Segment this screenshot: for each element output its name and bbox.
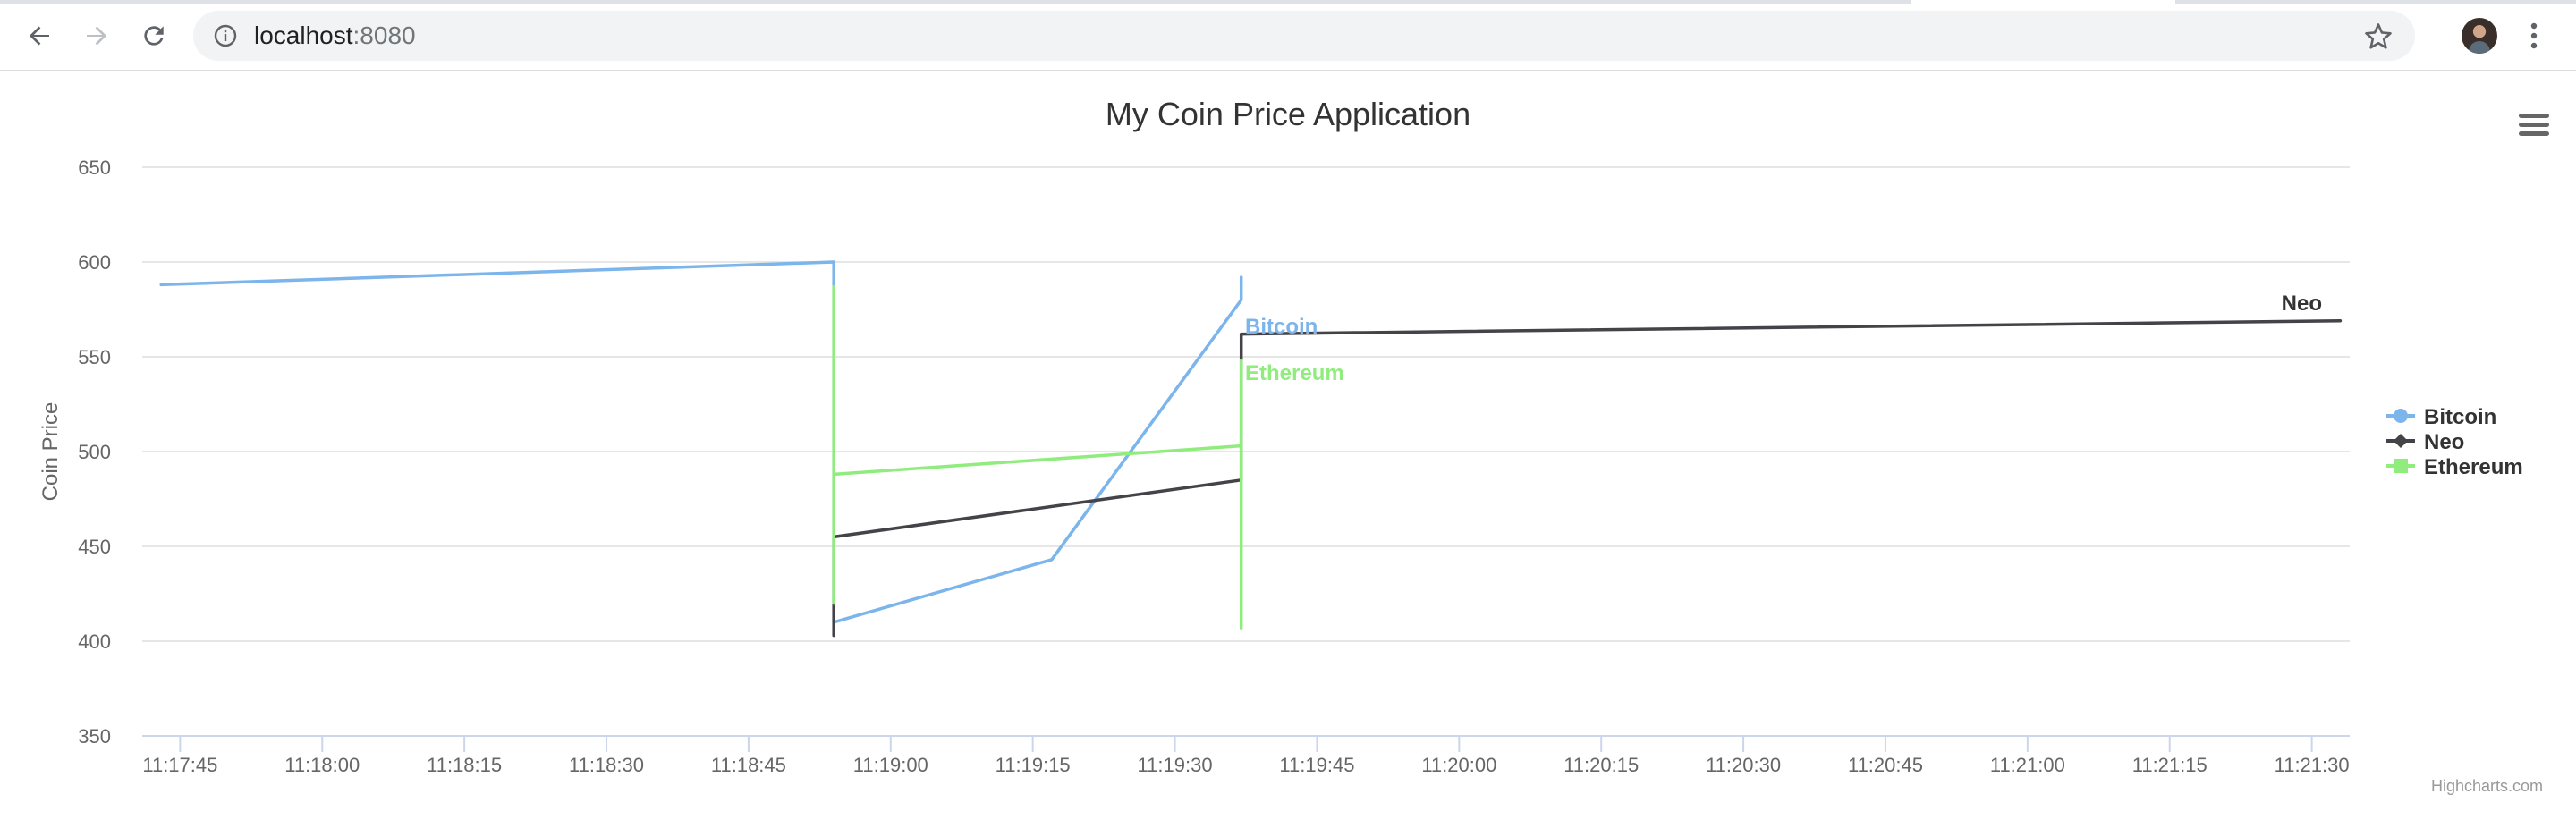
axes: 350 400 450 500 550 600 650 11:17:45 11:18:00 11:… xyxy=(78,156,2350,776)
back-arrow-icon[interactable] xyxy=(18,16,61,55)
star-icon[interactable] xyxy=(2363,21,2394,50)
x-tick-label: 11:19:00 xyxy=(853,754,928,776)
x-tick-label: 11:20:30 xyxy=(1706,754,1781,776)
square-marker-icon xyxy=(2394,459,2408,473)
gridlines xyxy=(142,166,2350,642)
profile-avatar[interactable] xyxy=(2462,18,2497,54)
legend-item-neo[interactable]: Neo xyxy=(2386,430,2464,454)
credits-link[interactable]: Highcharts.com xyxy=(2431,777,2543,795)
tab-strip xyxy=(0,0,2576,4)
y-tick-label: 500 xyxy=(78,441,111,463)
info-icon[interactable] xyxy=(213,23,238,48)
x-tick-label: 11:18:15 xyxy=(427,754,502,776)
address-bar[interactable]: localhost:8080 xyxy=(193,11,2415,61)
reload-icon[interactable] xyxy=(132,16,175,55)
x-tick-label: 11:18:00 xyxy=(284,754,360,776)
vertical-dots-icon[interactable] xyxy=(2521,20,2547,52)
legend-item-bitcoin[interactable]: Bitcoin xyxy=(2386,405,2496,429)
x-tick-label: 11:18:30 xyxy=(569,754,644,776)
series-line-ethereum[interactable] xyxy=(832,284,1243,630)
hamburger-menu-icon xyxy=(2519,114,2549,136)
chart-context-menu-button[interactable] xyxy=(2512,107,2555,143)
x-tick-label: 11:19:15 xyxy=(996,754,1071,776)
legend-label: Neo xyxy=(2424,430,2464,454)
x-tick-label: 11:20:00 xyxy=(1421,754,1496,776)
x-tick-label: 11:19:45 xyxy=(1279,754,1354,776)
y-axis-title: Coin Price xyxy=(38,402,63,502)
x-tick-label: 11:20:45 xyxy=(1848,754,1923,776)
y-tick-label: 550 xyxy=(78,346,111,368)
legend-label: Ethereum xyxy=(2424,455,2523,479)
x-tick-label: 11:21:00 xyxy=(1990,754,2065,776)
x-tick-label: 11:18:45 xyxy=(711,754,786,776)
circle-marker-icon xyxy=(2394,409,2408,423)
forward-arrow-icon[interactable] xyxy=(75,16,118,55)
chart-container: My Coin Price Application 350 400 450 500 55… xyxy=(0,72,2576,837)
series-end-label: Ethereum xyxy=(1245,361,1344,385)
series-line-neo[interactable] xyxy=(832,318,2343,638)
diamond-marker-icon xyxy=(2394,434,2408,448)
url-text[interactable]: localhost:8080 xyxy=(254,21,416,49)
x-tick-label: 11:20:15 xyxy=(1563,754,1639,776)
y-tick-label: 650 xyxy=(78,156,111,179)
y-tick-label: 450 xyxy=(78,536,111,558)
y-tick-label: 350 xyxy=(78,725,111,748)
line-chart: My Coin Price Application 350 400 450 500 55… xyxy=(38,96,2555,795)
series-end-label: Bitcoin xyxy=(1245,315,1318,339)
x-tick-label: 11:19:30 xyxy=(1138,754,1213,776)
series-end-label: Neo xyxy=(2282,292,2322,316)
y-tick-label: 400 xyxy=(78,630,111,653)
series-plot xyxy=(159,260,2343,638)
series-end-labels: Bitcoin Neo Ethereum xyxy=(1245,292,2322,385)
series-line-bitcoin[interactable] xyxy=(159,260,1243,624)
chart-title: My Coin Price Application xyxy=(1106,96,1470,132)
legend-label: Bitcoin xyxy=(2424,405,2496,429)
legend-item-ethereum[interactable]: Ethereum xyxy=(2386,455,2523,479)
browser-toolbar: localhost:8080 xyxy=(0,0,2576,71)
x-tick-label: 11:21:30 xyxy=(2275,754,2350,776)
x-tick-label: 11:17:45 xyxy=(142,754,217,776)
x-tick-label: 11:21:15 xyxy=(2132,754,2207,776)
y-tick-label: 600 xyxy=(78,251,111,274)
